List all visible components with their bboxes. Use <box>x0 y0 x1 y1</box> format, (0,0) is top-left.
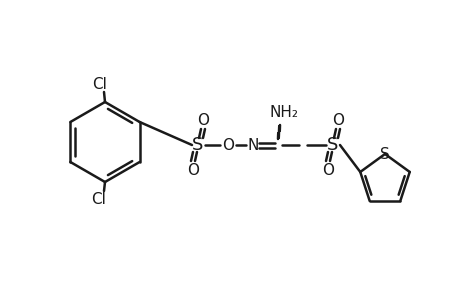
Text: S: S <box>327 136 338 154</box>
Text: N: N <box>247 137 258 152</box>
Text: S: S <box>192 136 203 154</box>
Text: S: S <box>379 146 389 161</box>
Text: O: O <box>331 112 343 128</box>
Text: O: O <box>196 112 208 128</box>
Text: O: O <box>321 163 333 178</box>
Text: O: O <box>187 163 199 178</box>
Text: Cl: Cl <box>92 76 107 92</box>
Text: NH₂: NH₂ <box>269 104 298 119</box>
Text: O: O <box>222 137 234 152</box>
Text: Cl: Cl <box>91 193 106 208</box>
